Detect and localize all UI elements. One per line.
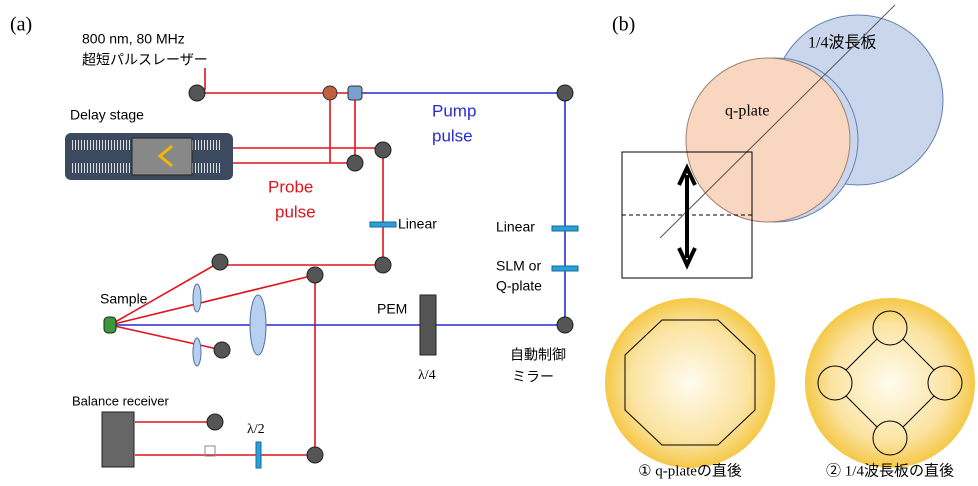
figure: (a) 800 nm, 80 MHz 超短パルスレーザー Delay stage… xyxy=(0,0,978,486)
caption: ① q-plateの直後 xyxy=(638,462,742,479)
sample-label: Sample xyxy=(100,291,148,307)
mirror-label: 自動制御 xyxy=(510,347,566,363)
caption: ② 1/4波長板の直後 xyxy=(826,461,954,479)
panel-label: (b) xyxy=(612,14,635,36)
pump-label: pulse xyxy=(432,126,473,145)
probe-label: Probe xyxy=(268,177,313,196)
quarter-plate-label: 1/4波長板 xyxy=(808,34,876,52)
half-wave-label: λ/2 xyxy=(247,422,265,437)
mirrors xyxy=(189,85,573,463)
laser-label: 超短パルスレーザー xyxy=(82,52,208,68)
linear-label: Linear xyxy=(496,219,535,235)
receiver-label: Balance receiver xyxy=(72,393,169,408)
probe-label: pulse xyxy=(275,202,316,221)
sample xyxy=(104,317,116,333)
laser-label: 800 nm, 80 MHz xyxy=(82,31,185,47)
panel-label: (a) xyxy=(10,14,32,36)
linear-label: Linear xyxy=(398,216,437,232)
quarter-wave-label: λ/4 xyxy=(418,368,436,383)
receiver xyxy=(102,412,134,467)
beam-profile xyxy=(605,298,775,468)
slm-label: SLM or xyxy=(496,258,541,274)
delay-stage-label: Delay stage xyxy=(70,107,144,123)
mirror-label: ミラー xyxy=(512,369,554,385)
slm-label: Q-plate xyxy=(496,278,542,294)
pem-label: PEM xyxy=(377,301,407,317)
q-plate-label: q-plate xyxy=(725,103,769,120)
beam-profile xyxy=(805,298,975,468)
pump-label: Pump xyxy=(432,101,476,120)
pem xyxy=(420,295,436,355)
q-plate xyxy=(686,58,850,222)
